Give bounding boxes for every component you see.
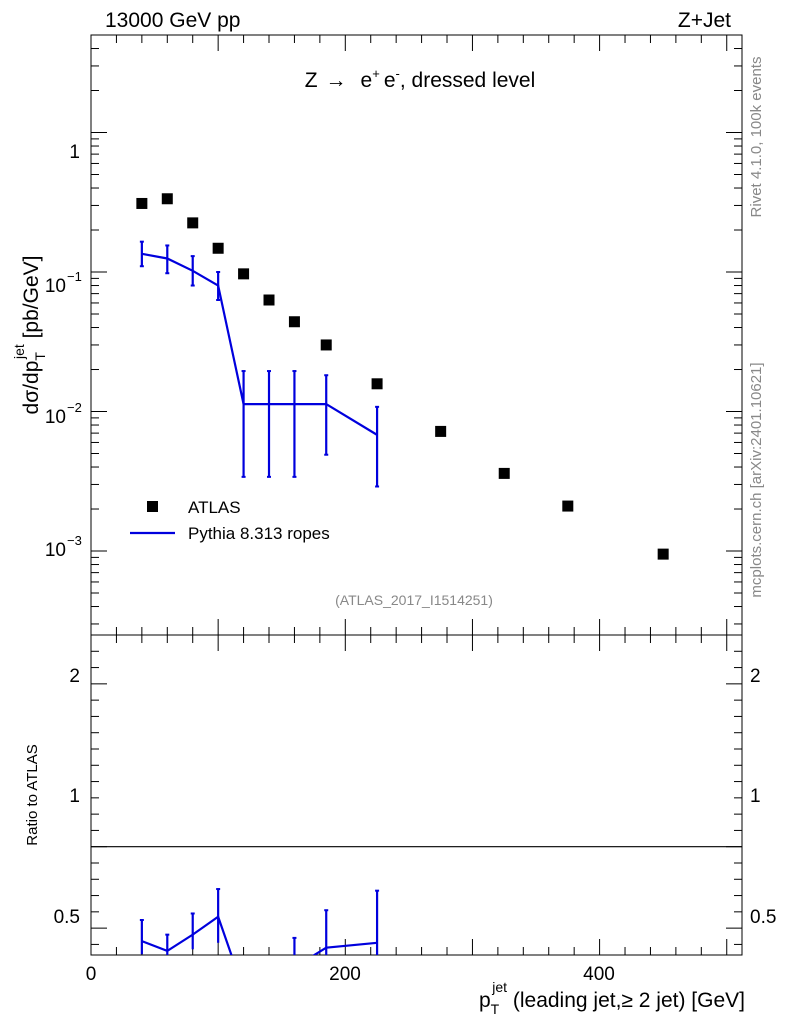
ratio-ytick-label-2-left: 2 [69,666,80,687]
atlas-point [187,217,199,229]
xlabel: pTjet (leading jet,≥ 2 jet) [GeV] [479,979,745,1017]
ratio-ylabel: Ratio to ATLAS [24,744,41,845]
atlas-point [320,339,332,351]
atlas-point [263,294,275,306]
atlas-point [498,467,510,479]
ratio-ytick-label-05-left: 0.5 [54,907,80,928]
main-ticks [90,34,742,635]
header-left: 13000 GeV pp [105,9,240,32]
mcplots-label: mcplots.cern.ch [arXiv:2401.10621] [748,362,765,597]
main-panel: 1 10 −1 10 −2 10 −3 dσ/dpTjet [pb/GeV] Z… [11,34,743,636]
main-data-layer [136,193,669,560]
atlas-point [288,316,300,328]
xtick-label-200: 200 [329,964,361,985]
rivet-version-label: Rivet 4.1.0, 100k events [748,57,765,218]
main-frame [90,34,743,636]
ytick-label-1e-3-base: 10 [45,540,66,561]
ytick-label-1e-2-base: 10 [45,407,66,428]
atlas-point [161,193,173,205]
ratio-data-layer [139,888,380,955]
atlas-point [212,242,224,254]
ratio-ytick-label-1-right: 1 [750,786,761,807]
atlas-point [371,378,383,390]
process-title: Z → e+ e-, dressed level [305,66,536,92]
main-ylabel: dσ/dpTjet [pb/GeV] [11,256,48,415]
xtick-label-400: 400 [583,964,615,985]
ratio-line [141,914,378,955]
ratio-ytick-label-05-right: 0.5 [750,907,776,928]
atlas-point [562,500,574,512]
ratio-ticks [90,635,742,955]
atlas-point [238,268,250,280]
svg-text:dσ/dpTjet [pb/GeV]: dσ/dpTjet [pb/GeV] [11,256,48,415]
ytick-label-1: 1 [69,142,80,163]
ratio-panel: 2 1 0.5 2 1 0.5 Ratio to ATLAS 0 200 400… [24,634,776,1017]
ratio-frame [90,634,743,956]
ytick-label-1e-3-exp: −3 [67,533,82,548]
pythia-line [141,252,378,436]
ytick-label-1e-1-base: 10 [45,276,66,297]
header-right: Z+Jet [678,9,731,32]
legend-atlas-marker [147,501,158,512]
ytick-label-1e-1-exp: −1 [67,269,82,284]
ytick-label-1e-2-exp: −2 [67,400,82,415]
atlas-point [435,425,447,437]
legend-atlas-label: ATLAS [188,498,241,517]
atlas-point [136,197,148,209]
atlas-point [657,548,669,560]
xtick-label-0: 0 [86,964,97,985]
ratio-ytick-label-1-left: 1 [69,786,80,807]
legend-pythia-label: Pythia 8.313 ropes [188,524,330,543]
legend: ATLAS Pythia 8.313 ropes [130,498,330,543]
ratio-ytick-label-2-right: 2 [750,666,761,687]
analysis-id: (ATLAS_2017_I1514251) [335,592,493,608]
